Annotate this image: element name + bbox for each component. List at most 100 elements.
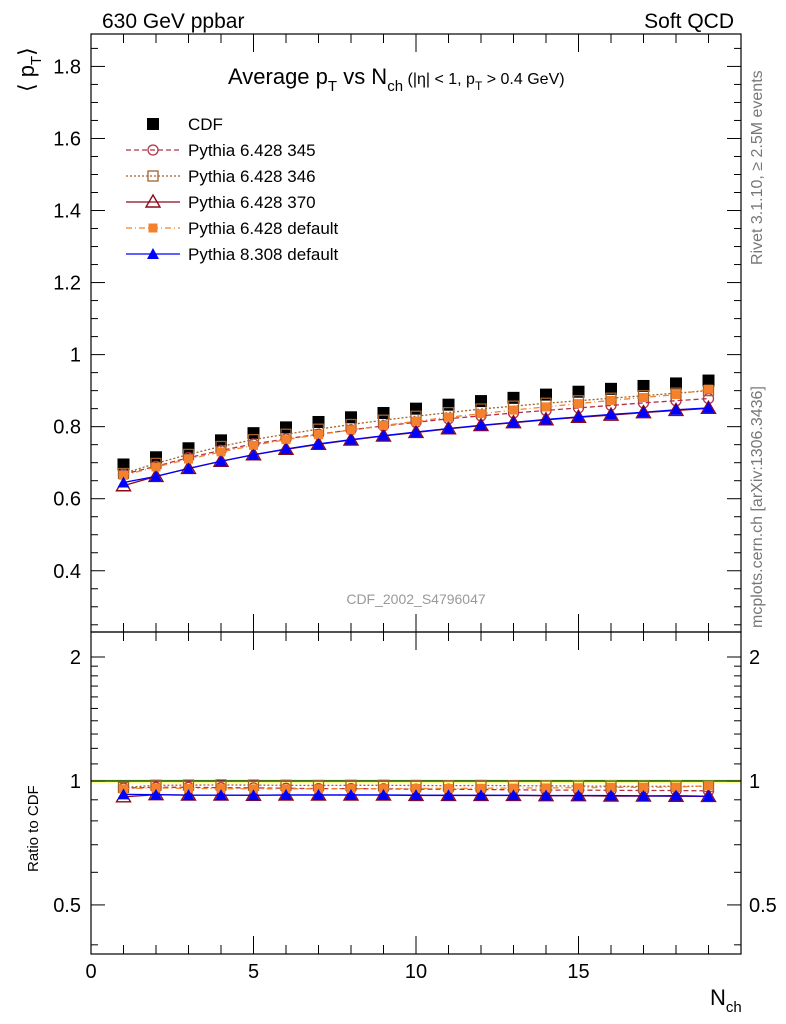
ratio-plot-panel: 0.5 0.5 1 1 2 2 0 5 10 15 Ratio to CDF Nch bbox=[25, 631, 777, 1016]
main-y-tick-label-7: 1.8 bbox=[53, 56, 81, 78]
ratio-point-3-16 bbox=[639, 782, 648, 792]
ratio-point-4-5 bbox=[280, 788, 292, 800]
ratio-point-3-15 bbox=[606, 782, 616, 792]
data-point-4-13 bbox=[541, 402, 551, 412]
header-left-label: 630 GeV ppbar bbox=[102, 10, 244, 33]
ratio-point-3-1 bbox=[151, 783, 161, 793]
ratio-y-tick-label-right-1: 1 bbox=[749, 771, 760, 793]
ratio-point-2-6 bbox=[310, 786, 327, 801]
data-point-0-8 bbox=[377, 406, 390, 419]
series-line-2 bbox=[123, 389, 709, 475]
data-point-0-1 bbox=[150, 451, 162, 464]
title-main: Average p bbox=[228, 64, 328, 89]
legend-entry-4: Pythia 6.428 default bbox=[126, 219, 339, 238]
ratio-y-tick-label-right-2: 2 bbox=[749, 647, 760, 669]
series-3 bbox=[115, 399, 717, 492]
data-point-0-7 bbox=[345, 411, 357, 424]
ratio-plot-frame bbox=[90, 631, 742, 955]
data-point-5-12 bbox=[507, 416, 520, 428]
data-point-5-3 bbox=[215, 455, 227, 467]
data-point-5-18 bbox=[702, 401, 715, 413]
ratio-point-3-13 bbox=[541, 783, 551, 793]
ratio-point-3-17 bbox=[671, 782, 681, 792]
title-cond-b: > 0.4 GeV) bbox=[482, 71, 564, 88]
data-point-5-17 bbox=[670, 403, 682, 415]
legend-marker-0 bbox=[147, 118, 159, 130]
data-point-0-18 bbox=[702, 374, 715, 387]
ylabel-sub: T bbox=[28, 56, 45, 65]
ratio-point-2-18 bbox=[700, 788, 717, 803]
ratio-point-4-9 bbox=[410, 789, 422, 801]
legend-label-3: Pythia 6.428 370 bbox=[188, 193, 316, 212]
data-point-0-5 bbox=[280, 421, 292, 434]
mcplots-reference-label: mcplots.cern.ch [arXiv:1306.3436] bbox=[749, 386, 766, 628]
data-point-0-12 bbox=[507, 391, 520, 404]
ratio-point-4-0 bbox=[117, 788, 130, 800]
data-point-0-10 bbox=[442, 398, 455, 411]
data-point-4-10 bbox=[444, 412, 453, 422]
ratio-point-2-11 bbox=[472, 787, 490, 802]
data-point-4-4 bbox=[249, 440, 258, 450]
legend-label-2: Pythia 6.428 346 bbox=[188, 167, 316, 186]
legend-label-4: Pythia 6.428 default bbox=[188, 219, 339, 238]
ratio-point-4-6 bbox=[312, 788, 325, 800]
x-tick-label-0: 0 bbox=[85, 961, 96, 983]
title-vs: vs N bbox=[337, 64, 387, 89]
ratio-y-tick-label-left-0: 0.5 bbox=[53, 895, 81, 917]
ratio-series-group bbox=[115, 779, 717, 803]
data-point-4-14 bbox=[574, 399, 583, 409]
chart-title: Average pT vs Nch (|η| < 1, pT > 0.4 GeV… bbox=[228, 64, 565, 95]
ratio-point-3-12 bbox=[509, 783, 518, 793]
legend-marker-5 bbox=[147, 248, 159, 259]
ratio-point-2-16 bbox=[635, 787, 652, 802]
ratio-point-4-11 bbox=[475, 789, 487, 801]
data-point-4-15 bbox=[606, 395, 616, 405]
data-point-5-11 bbox=[475, 419, 487, 431]
ratio-point-3-14 bbox=[574, 783, 583, 793]
legend-entry-2: Pythia 6.428 346 bbox=[126, 167, 316, 186]
ratio-point-4-18 bbox=[702, 790, 715, 802]
ratio-point-3-4 bbox=[249, 784, 258, 794]
ratio-point-4-4 bbox=[247, 789, 260, 801]
legend-label-5: Pythia 8.308 default bbox=[188, 245, 339, 264]
ratio-point-4-12 bbox=[507, 789, 520, 801]
data-point-5-8 bbox=[377, 429, 390, 441]
x-tick-label-2: 10 bbox=[405, 961, 427, 983]
data-point-5-0 bbox=[117, 476, 130, 488]
ratio-point-4-13 bbox=[540, 789, 552, 801]
data-point-5-16 bbox=[637, 406, 650, 418]
data-point-4-3 bbox=[216, 447, 226, 457]
ratio-point-4-3 bbox=[215, 789, 227, 801]
ratio-point-2-12 bbox=[505, 787, 522, 802]
analysis-watermark: CDF_2002_S4796047 bbox=[346, 591, 486, 607]
data-point-0-6 bbox=[312, 415, 325, 428]
title-cond-sub: T bbox=[475, 79, 483, 93]
series-5 bbox=[117, 401, 715, 488]
data-point-4-2 bbox=[184, 454, 193, 464]
ratio-point-2-13 bbox=[537, 787, 555, 802]
ratio-point-2-10 bbox=[440, 787, 457, 802]
data-point-0-3 bbox=[215, 434, 227, 447]
data-point-5-13 bbox=[540, 413, 552, 425]
legend-entry-5: Pythia 8.308 default bbox=[126, 245, 339, 264]
ratio-point-3-3 bbox=[216, 784, 226, 794]
ratio-point-4-15 bbox=[605, 789, 617, 801]
main-series-group bbox=[115, 374, 717, 492]
data-point-5-7 bbox=[345, 433, 357, 445]
ratio-point-4-14 bbox=[572, 789, 585, 801]
data-point-5-10 bbox=[442, 422, 455, 434]
data-point-0-17 bbox=[670, 377, 682, 390]
main-y-tick-label-1: 0.6 bbox=[53, 489, 81, 511]
main-y-tick-label-6: 1.6 bbox=[53, 128, 81, 150]
ratio-y-axis-label: Ratio to CDF bbox=[25, 785, 42, 872]
legend-marker-3 bbox=[144, 193, 162, 208]
ratio-point-3-10 bbox=[444, 783, 453, 793]
x-tick-label-1: 5 bbox=[248, 961, 259, 983]
main-y-tick-label-3: 1 bbox=[70, 345, 81, 367]
data-point-5-14 bbox=[572, 410, 585, 422]
data-point-4-5 bbox=[281, 435, 291, 445]
ratio-point-3-9 bbox=[411, 783, 421, 793]
title-vs-sub: ch bbox=[387, 78, 403, 95]
ratio-y-tick-label-left-2: 2 bbox=[70, 647, 81, 669]
data-point-0-14 bbox=[572, 385, 585, 398]
